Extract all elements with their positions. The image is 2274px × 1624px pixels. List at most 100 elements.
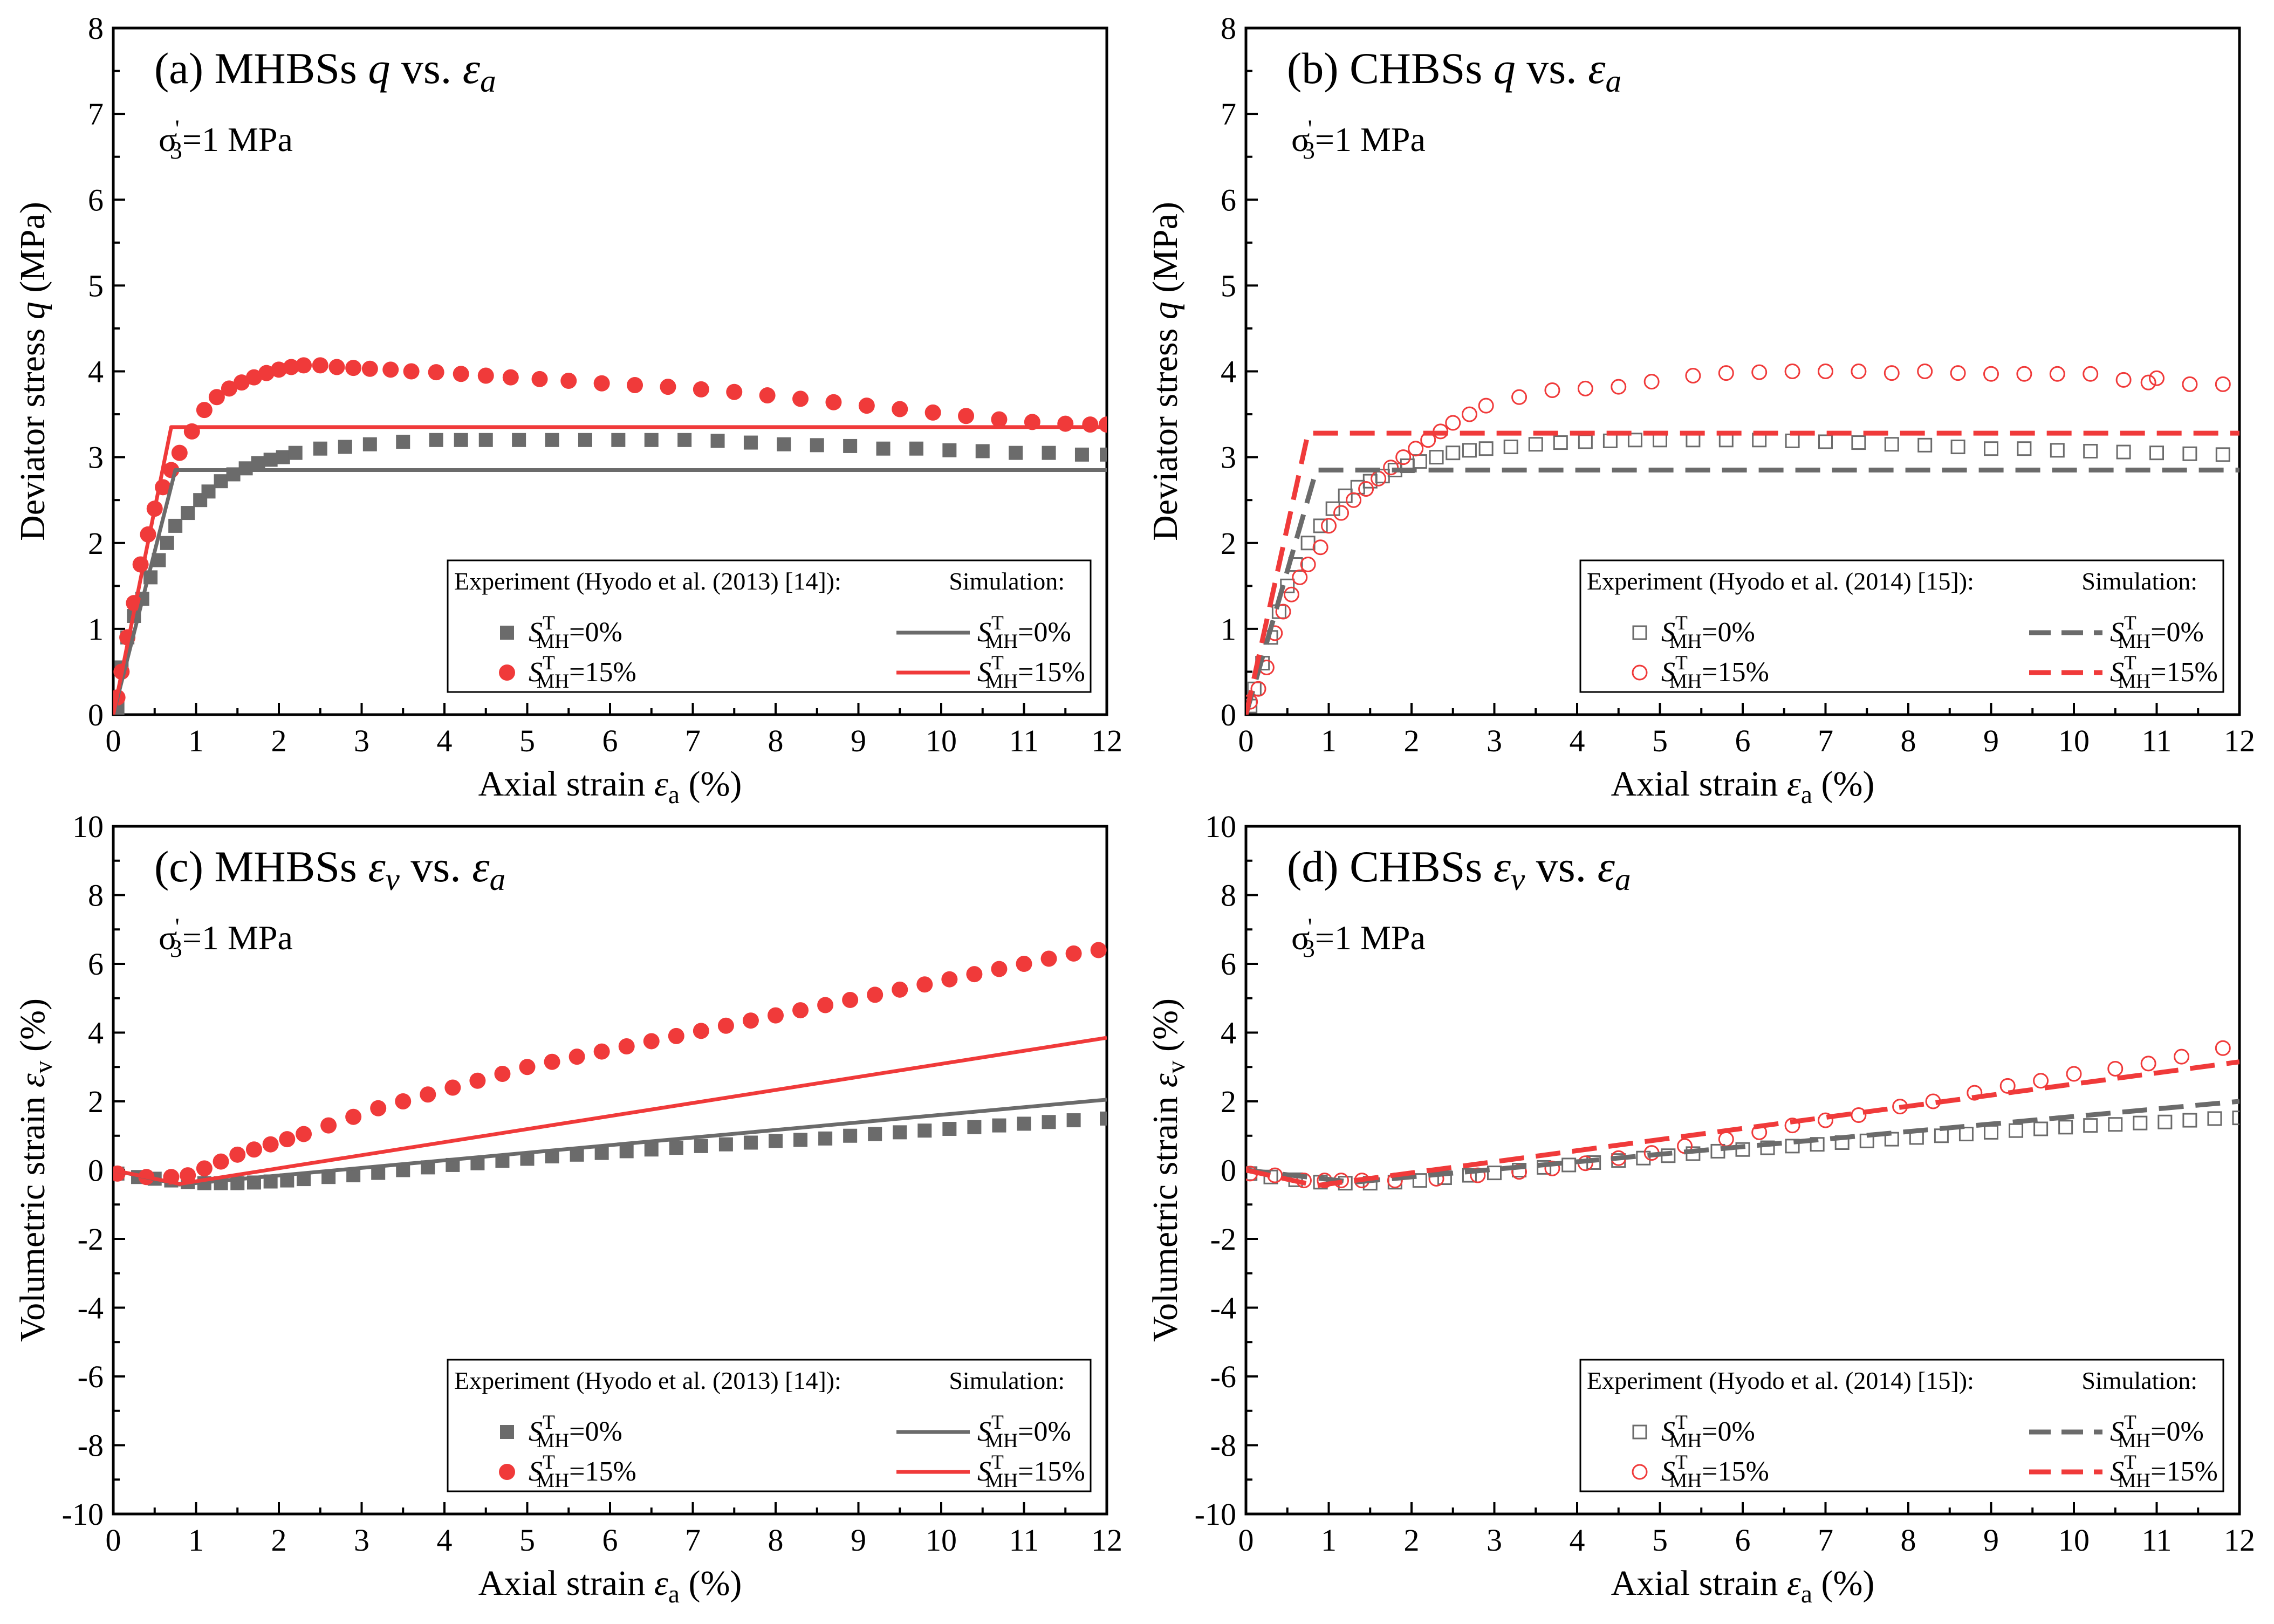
- legend-simulation-entry-part: T: [991, 612, 1004, 634]
- data-point: [258, 365, 275, 381]
- legend-experiment-entry-part: S: [529, 1416, 543, 1447]
- confining-pressure-label: σ' 3=1 MPa: [1291, 913, 1426, 962]
- confining-pressure-label-part: σ: [159, 919, 177, 957]
- legend-marker: [500, 1425, 514, 1439]
- data-point: [494, 1066, 511, 1082]
- legend-experiment-entry-part: =15%: [1702, 657, 1769, 688]
- legend-experiment-entry-part: =0%: [569, 1416, 622, 1447]
- legend-simulation-entry: ST MH=0%: [977, 612, 1071, 653]
- x-tick-label: 1: [188, 723, 204, 758]
- data-point: [395, 1093, 412, 1109]
- data-point: [2050, 443, 2065, 458]
- y-tick-label: 6: [88, 182, 104, 217]
- data-point: [171, 444, 188, 461]
- data-point: [2140, 374, 2156, 390]
- data-point: [560, 373, 577, 389]
- data-point: [251, 456, 265, 470]
- y-tick-label: 2: [88, 526, 104, 561]
- data-point: [627, 376, 643, 393]
- x-axis-label-part: Axial strain: [478, 1564, 654, 1603]
- x-axis-label-part: ε: [654, 1564, 668, 1603]
- x-tick-label: 3: [1487, 723, 1502, 758]
- data-point: [611, 433, 626, 447]
- data-point: [263, 453, 278, 467]
- data-point: [2149, 446, 2164, 461]
- legend-box: [447, 559, 1092, 693]
- data-point: [279, 1131, 296, 1148]
- x-tick-label: 2: [271, 1523, 287, 1558]
- panel-title-part: ε: [1598, 842, 1615, 891]
- legend-experiment-entry-part: =15%: [569, 1456, 636, 1487]
- y-tick-label: 4: [1221, 354, 1236, 389]
- data-point: [643, 1033, 660, 1050]
- y-tick-label: 8: [88, 878, 104, 913]
- legend-simulation-entry: ST MH=0%: [2110, 1411, 2204, 1452]
- data-point: [1300, 557, 1316, 573]
- data-point: [502, 369, 519, 386]
- data-point: [2107, 1060, 2124, 1077]
- legend-experiment-entry-part: S: [1661, 657, 1675, 688]
- data-point: [843, 1128, 858, 1143]
- y-tick-label: 0: [88, 1153, 104, 1188]
- y-tick-label: 4: [88, 1016, 104, 1051]
- x-tick-label: 11: [2142, 1523, 2172, 1558]
- data-point: [1099, 416, 1107, 433]
- data-point: [941, 971, 958, 988]
- y-axis-label-part: v: [30, 1060, 58, 1073]
- legend: Experiment (Hyodo et al. (2013) [14]): Si…: [447, 559, 1092, 693]
- y-tick-label: -10: [62, 1497, 104, 1532]
- panel-title-part: a: [1605, 63, 1621, 99]
- data-point: [1461, 406, 1477, 422]
- confining-pressure-label-part: =1 MPa: [182, 919, 293, 957]
- data-point: [168, 518, 183, 533]
- x-axis-label: Axial strain εa (%): [1611, 1564, 1875, 1608]
- x-axis-label: Axial strain εa (%): [1611, 764, 1875, 809]
- legend-experiment-entry: ST MH=15%: [529, 652, 636, 693]
- x-tick-label: 4: [1570, 1523, 1585, 1558]
- data-point: [2049, 366, 2065, 382]
- x-tick-label: 7: [1818, 1523, 1833, 1558]
- data-point: [245, 369, 262, 386]
- data-point: [1818, 434, 1833, 449]
- legend-experiment-entry-part: =0%: [1702, 1416, 1755, 1447]
- legend-experiment-entry-part: T: [1675, 1411, 1688, 1434]
- legend-experiment-entry-part: S: [1661, 1456, 1675, 1487]
- legend-box: [1579, 559, 2224, 693]
- panel-title-part: vs.: [1525, 842, 1597, 891]
- data-point: [2083, 366, 2099, 382]
- y-axis-label: Volumetric strain εv (%): [13, 998, 58, 1342]
- data-point: [825, 394, 842, 410]
- data-point: [1275, 604, 1291, 620]
- legend-experiment-entry: ST MH=0%: [529, 1411, 622, 1452]
- x-tick-label: 8: [1901, 723, 1916, 758]
- data-point: [1408, 441, 1424, 457]
- data-point: [2083, 1118, 2098, 1133]
- data-point: [2215, 447, 2230, 462]
- x-tick-label: 6: [1735, 723, 1751, 758]
- data-point: [1321, 518, 1337, 534]
- data-point: [345, 360, 362, 376]
- data-point: [233, 374, 250, 391]
- data-point: [975, 444, 990, 458]
- data-point: [2215, 1040, 2231, 1056]
- legend-experiment-entry-part: T: [543, 612, 555, 634]
- data-point: [917, 1123, 932, 1138]
- data-point: [991, 961, 1008, 977]
- data-point: [2033, 1121, 2049, 1136]
- data-point: [1057, 415, 1074, 432]
- x-axis-label-part: Axial strain: [1611, 764, 1787, 804]
- data-point: [717, 1017, 734, 1034]
- confining-pressure-label-part: ': [175, 115, 180, 142]
- data-point: [1760, 1140, 1775, 1155]
- legend-experiment-entry-part: MH: [537, 1470, 569, 1492]
- legend-simulation-entry-part: =0%: [2150, 1416, 2204, 1447]
- data-point: [1851, 1107, 1867, 1123]
- x-axis-label-part: (%): [1812, 1564, 1874, 1603]
- x-axis-label-part: ε: [654, 764, 668, 804]
- data-point: [1371, 470, 1387, 486]
- x-tick-label: 5: [1652, 723, 1668, 758]
- legend-experiment-entry: ST MH=15%: [529, 1451, 636, 1492]
- legend: Experiment (Hyodo et al. (2013) [14]): Si…: [447, 1359, 1092, 1492]
- legend-simulation-entry: ST MH=15%: [2110, 652, 2218, 693]
